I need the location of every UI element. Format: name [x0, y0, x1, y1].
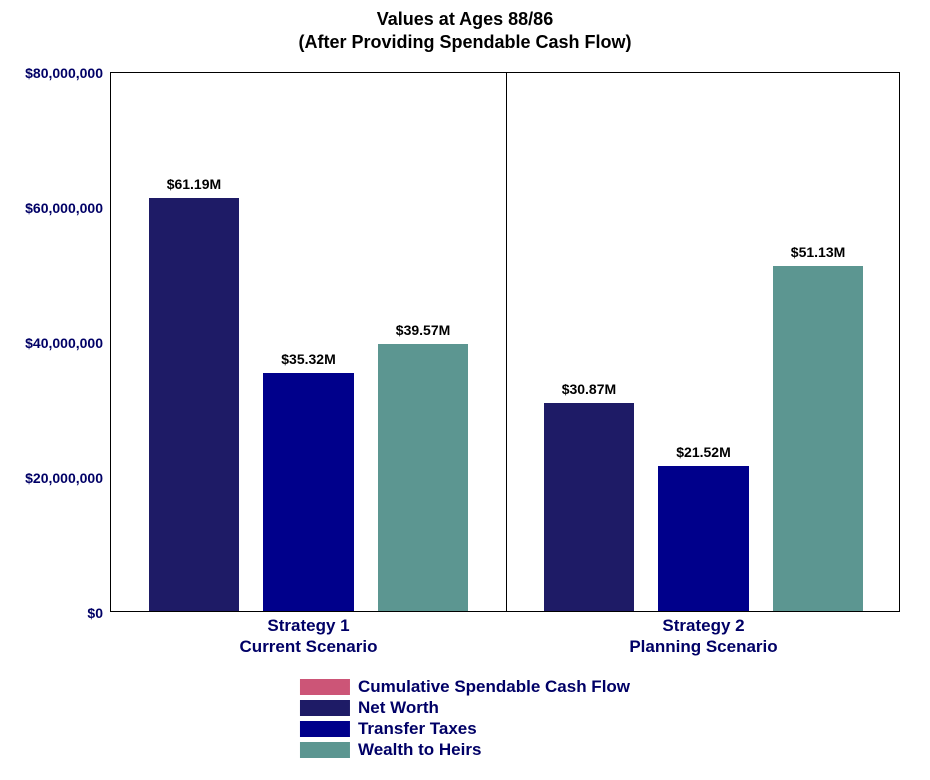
- chart-title-line1: Values at Ages 88/86: [0, 8, 930, 31]
- legend-swatch: [300, 721, 350, 737]
- y-tick-label: $0: [7, 605, 103, 621]
- x-group-label: Strategy 1Current Scenario: [111, 615, 506, 658]
- legend: Cumulative Spendable Cash FlowNet WorthT…: [300, 676, 630, 761]
- chart-container: Values at Ages 88/86 (After Providing Sp…: [0, 0, 930, 780]
- legend-item: Transfer Taxes: [300, 719, 630, 739]
- y-tick-label: $60,000,000: [7, 200, 103, 216]
- legend-item: Net Worth: [300, 698, 630, 718]
- legend-label: Wealth to Heirs: [358, 740, 481, 760]
- bar-value-label: $51.13M: [758, 244, 878, 260]
- bar-transfer_taxes: [263, 373, 354, 611]
- bar-net_worth: [544, 403, 635, 611]
- plot-area-wrap: $0$20,000,000$40,000,000$60,000,000$80,0…: [110, 72, 900, 612]
- bar-wealth_to_heirs: [378, 344, 469, 611]
- x-group-label: Strategy 2Planning Scenario: [506, 615, 901, 658]
- y-tick-label: $80,000,000: [7, 65, 103, 81]
- bar-value-label: $30.87M: [529, 381, 649, 397]
- bar-wealth_to_heirs: [773, 266, 864, 611]
- legend-label: Cumulative Spendable Cash Flow: [358, 677, 630, 697]
- chart-title: Values at Ages 88/86 (After Providing Sp…: [0, 0, 930, 53]
- bar-value-label: $39.57M: [363, 322, 483, 338]
- y-tick-label: $40,000,000: [7, 335, 103, 351]
- legend-label: Net Worth: [358, 698, 439, 718]
- plot-area: $0$20,000,000$40,000,000$60,000,000$80,0…: [110, 72, 900, 612]
- legend-swatch: [300, 742, 350, 758]
- bar-net_worth: [149, 198, 240, 611]
- legend-label: Transfer Taxes: [358, 719, 477, 739]
- y-tick-label: $20,000,000: [7, 470, 103, 486]
- panel-divider: [506, 73, 507, 611]
- legend-item: Cumulative Spendable Cash Flow: [300, 677, 630, 697]
- bar-transfer_taxes: [658, 466, 749, 611]
- bar-value-label: $35.32M: [249, 351, 369, 367]
- bar-value-label: $61.19M: [134, 176, 254, 192]
- chart-title-line2: (After Providing Spendable Cash Flow): [0, 31, 930, 54]
- legend-swatch: [300, 679, 350, 695]
- legend-item: Wealth to Heirs: [300, 740, 630, 760]
- bar-value-label: $21.52M: [644, 444, 764, 460]
- legend-swatch: [300, 700, 350, 716]
